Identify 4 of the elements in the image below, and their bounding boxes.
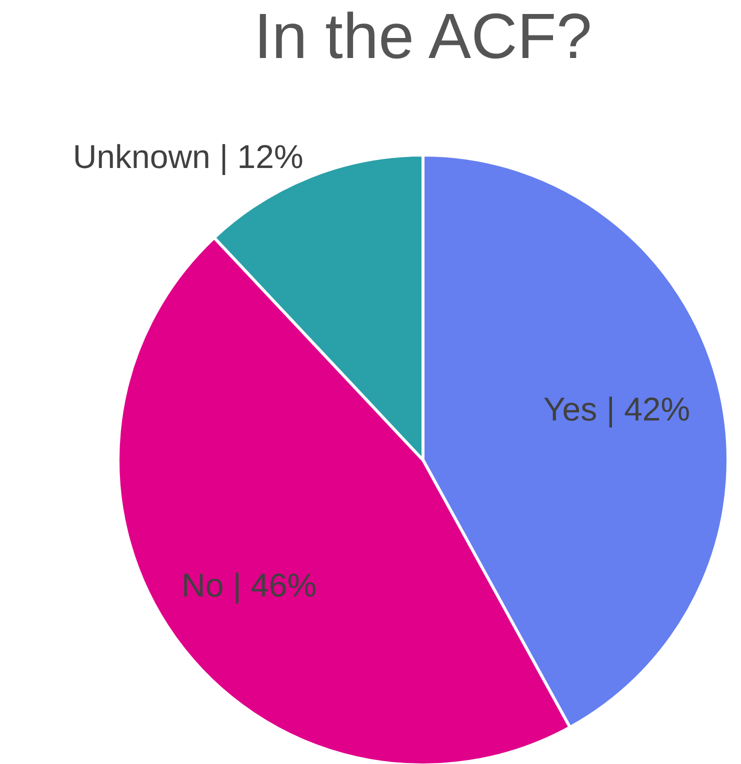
chart-title: In the ACF? bbox=[254, 0, 592, 72]
slice-label: No | 46% bbox=[181, 566, 317, 604]
slice-label: Yes | 42% bbox=[543, 390, 690, 428]
slice-label: Unknown | 12% bbox=[72, 138, 304, 175]
